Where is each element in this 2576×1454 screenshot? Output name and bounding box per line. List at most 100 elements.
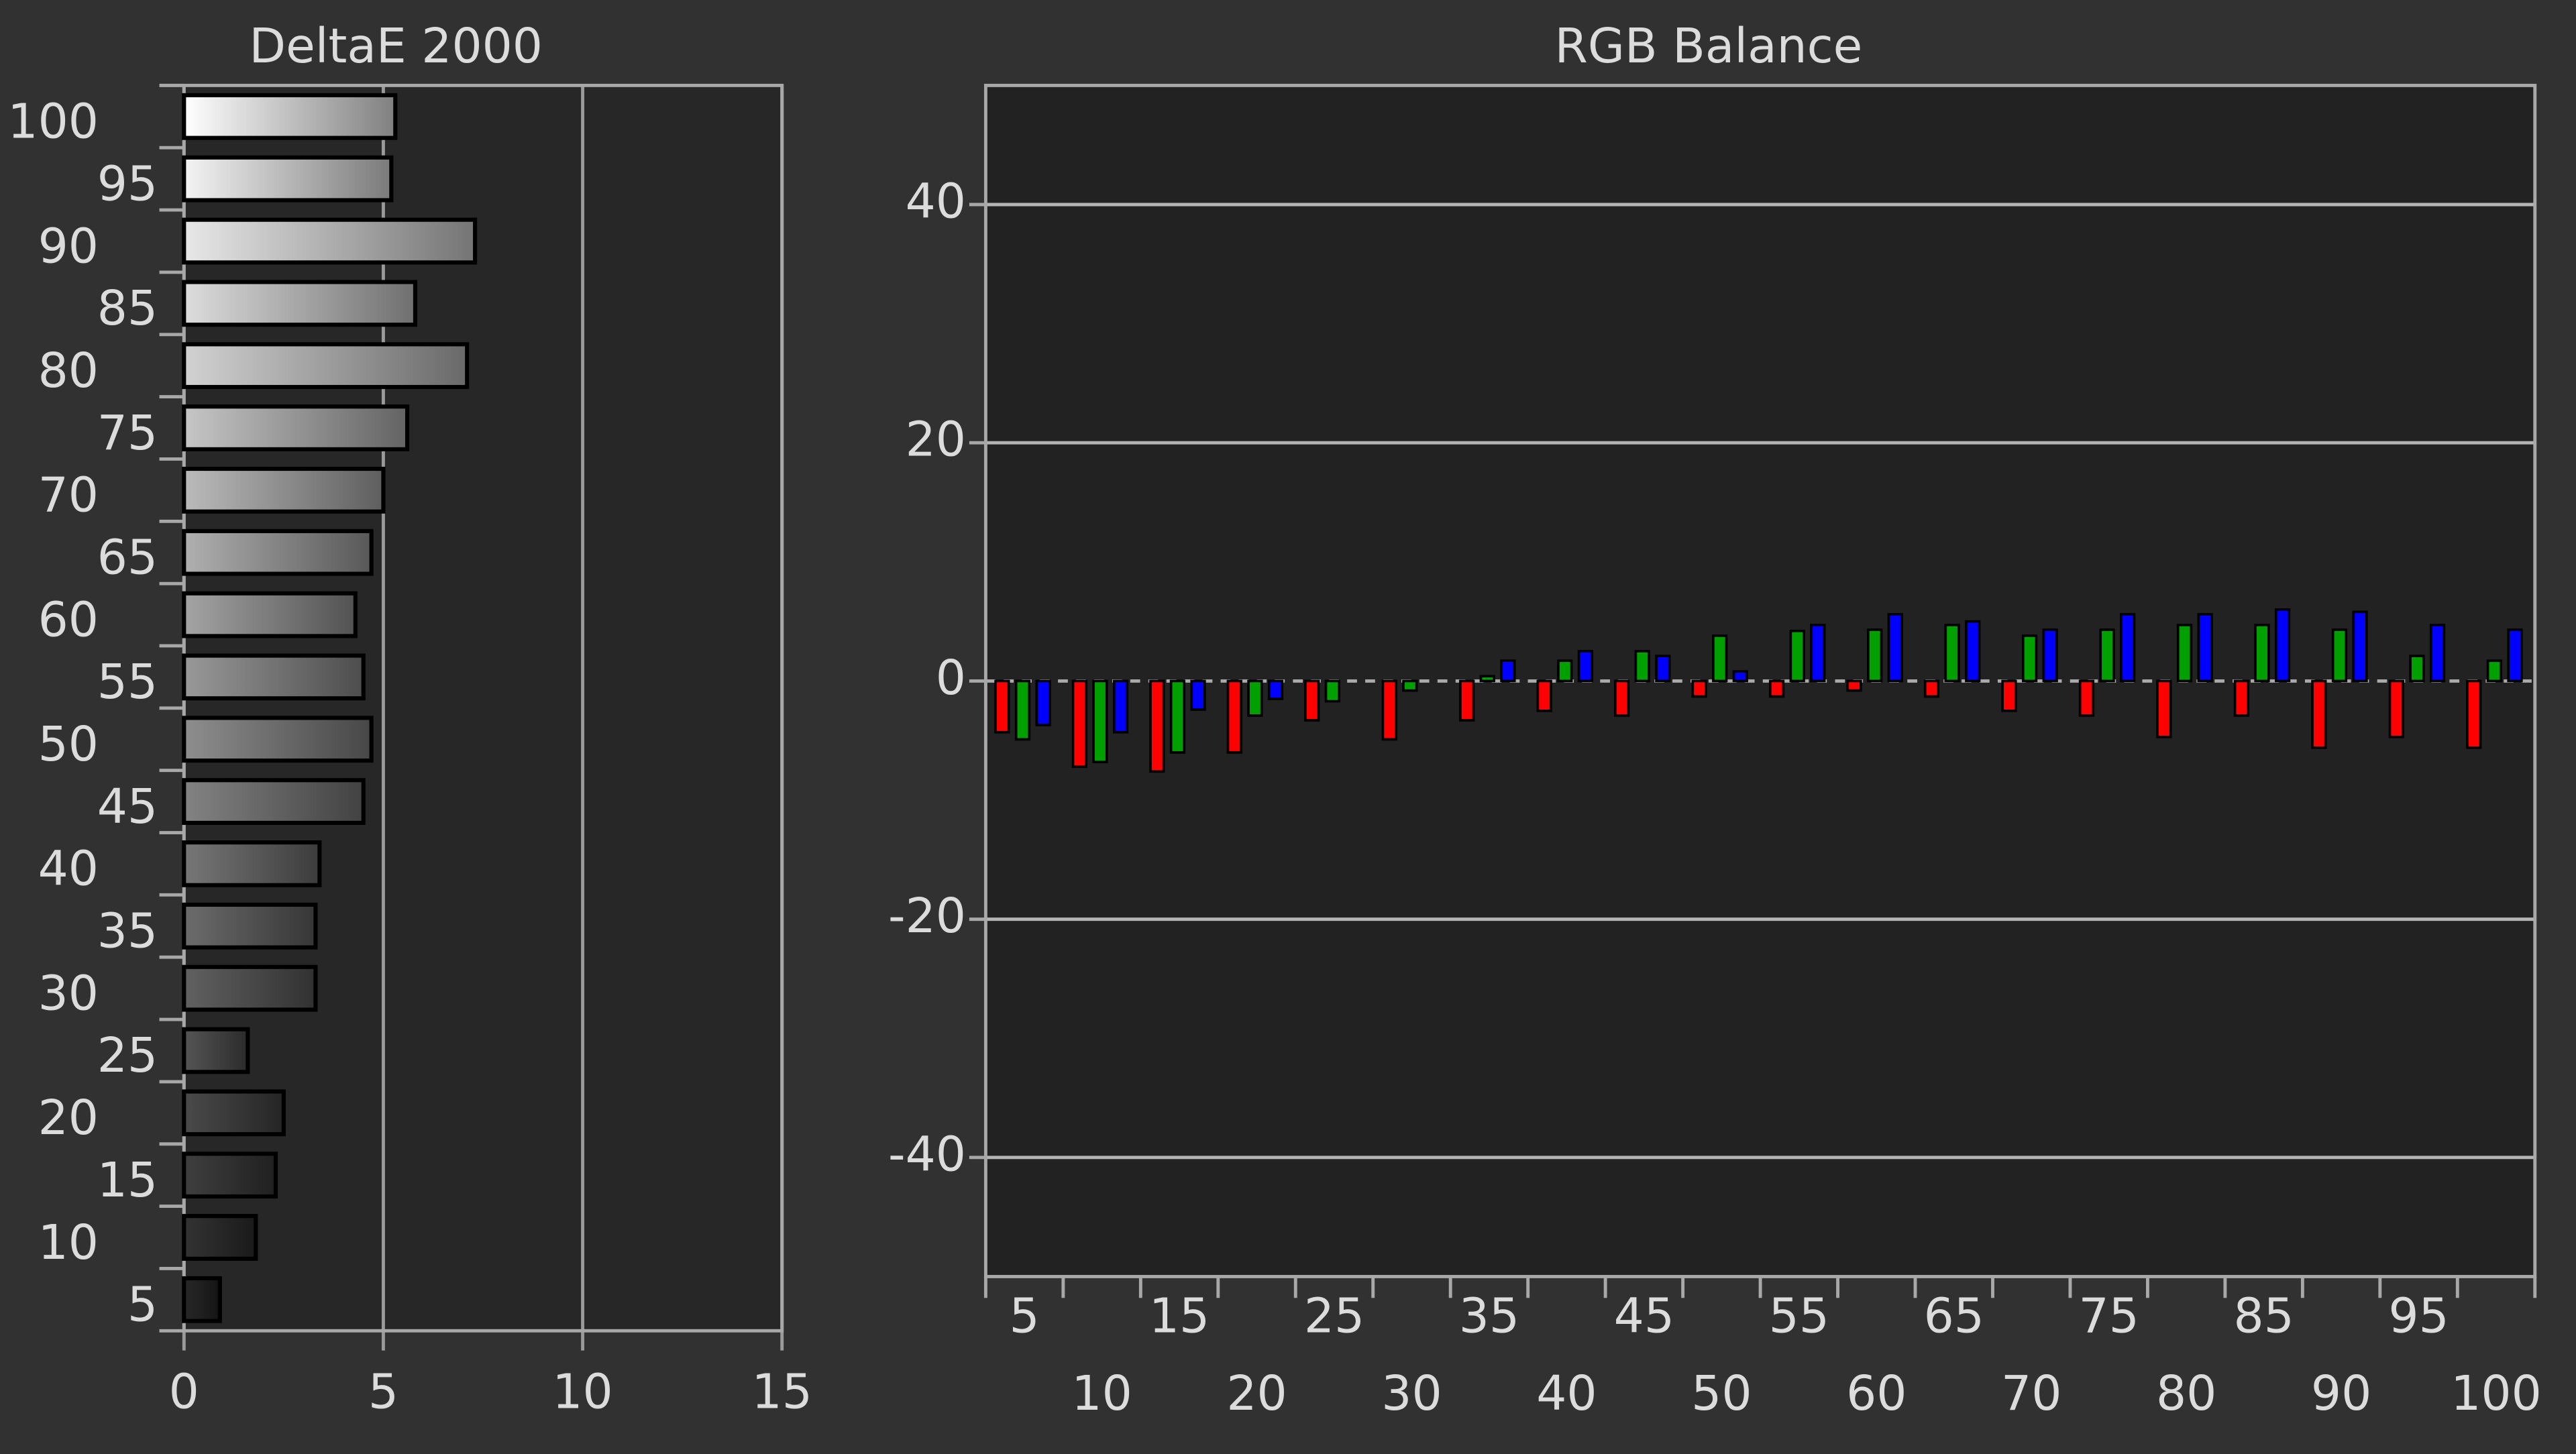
y-tick-label: 60: [38, 592, 99, 647]
chart-title: RGB Balance: [1555, 18, 1863, 74]
bar: [2078, 679, 2095, 717]
x-tick-label: 90: [2311, 1365, 2371, 1421]
bar: [182, 342, 470, 390]
y-tick-label: 40: [906, 174, 966, 229]
bar: [1304, 679, 1320, 722]
bar: [182, 716, 374, 763]
bar: [1226, 679, 1242, 754]
bar: [1846, 679, 1862, 692]
bar: [1035, 679, 1051, 726]
x-tick-label: 30: [1381, 1365, 1442, 1421]
y-tick-label: 40: [38, 841, 99, 897]
x-tick-label: 55: [1769, 1288, 1829, 1344]
y-tick-label: 85: [97, 280, 158, 336]
bar: [1867, 628, 1883, 683]
bar: [182, 653, 366, 701]
x-tick-label: 80: [2156, 1365, 2216, 1421]
bar: [2156, 679, 2172, 738]
bar: [2274, 608, 2291, 683]
bar: [1324, 679, 1340, 703]
bar: [182, 404, 410, 451]
x-tick-label: 25: [1304, 1288, 1364, 1344]
y-tick-label: 20: [906, 412, 966, 467]
y-tick-label: 55: [97, 654, 158, 710]
x-tick-label: 45: [1614, 1288, 1674, 1344]
bar: [2409, 655, 2425, 683]
bar: [1810, 624, 1826, 683]
y-tick-label: 20: [38, 1090, 99, 1145]
bar: [182, 93, 398, 140]
bar: [2388, 679, 2404, 738]
bar: [994, 679, 1010, 734]
bar: [2001, 679, 2017, 712]
bar: [1536, 679, 1552, 712]
bar: [1169, 679, 1186, 754]
plot-area: [985, 85, 2535, 1277]
bar: [182, 528, 374, 576]
bar: [1944, 624, 1960, 683]
bar: [2042, 628, 2058, 683]
bar: [1500, 659, 1516, 683]
x-tick-label: 100: [2451, 1365, 2542, 1421]
bar: [1887, 613, 1903, 683]
y-tick-label: 30: [38, 965, 99, 1021]
bar: [1014, 679, 1031, 741]
y-tick-label: 75: [97, 405, 158, 461]
bar: [182, 280, 418, 327]
bar: [1965, 620, 1981, 683]
x-tick-label: 40: [1536, 1365, 1597, 1421]
x-tick-label: 0: [169, 1363, 199, 1419]
y-tick-label: 25: [97, 1027, 158, 1083]
bar: [2176, 624, 2193, 683]
bar: [182, 591, 358, 638]
x-tick-label: 20: [1226, 1365, 1287, 1421]
y-tick-label: 95: [97, 156, 158, 211]
x-tick-label: 95: [2388, 1288, 2449, 1344]
bar: [1923, 679, 1940, 698]
y-tick-label: 35: [97, 903, 158, 959]
x-tick-label: 75: [2079, 1288, 2139, 1344]
y-tick-label: 65: [97, 529, 158, 585]
bar: [1655, 655, 1671, 683]
bar: [2021, 634, 2038, 683]
bar: [1459, 679, 1475, 722]
bar: [2311, 679, 2327, 749]
bar: [1071, 679, 1087, 769]
y-tick-label: 45: [97, 779, 158, 834]
bar: [182, 964, 318, 1012]
y-tick-label: -40: [888, 1126, 966, 1182]
x-tick-label: 35: [1459, 1288, 1519, 1344]
bar: [2197, 613, 2213, 683]
bar: [1112, 679, 1129, 734]
x-tick-label: 85: [2233, 1288, 2294, 1344]
bar: [182, 466, 386, 514]
x-tick-label: 10: [1071, 1365, 1132, 1421]
bar: [1402, 679, 1418, 692]
bar: [1247, 679, 1263, 717]
bar: [2331, 628, 2348, 683]
bar: [1614, 679, 1630, 717]
bar: [1479, 675, 1495, 683]
bar: [2429, 624, 2446, 683]
x-tick-label: 15: [1149, 1288, 1210, 1344]
bar: [182, 1027, 250, 1074]
bar: [2352, 610, 2368, 683]
bar: [1190, 679, 1206, 711]
bar: [182, 902, 318, 950]
y-tick-label: 80: [38, 343, 99, 398]
x-tick-label: 15: [752, 1363, 812, 1419]
bar: [1768, 679, 1785, 698]
bar: [182, 778, 366, 826]
bar: [182, 1089, 286, 1137]
y-tick-label: 100: [7, 94, 99, 150]
bar: [182, 840, 322, 887]
bar: [2507, 628, 2523, 683]
bar: [182, 1214, 258, 1261]
bar: [2099, 628, 2115, 683]
plot-area: [184, 85, 782, 1331]
bar: [1577, 650, 1594, 683]
y-tick-label: 50: [38, 716, 99, 772]
bar: [1092, 679, 1108, 764]
bar: [182, 217, 478, 265]
